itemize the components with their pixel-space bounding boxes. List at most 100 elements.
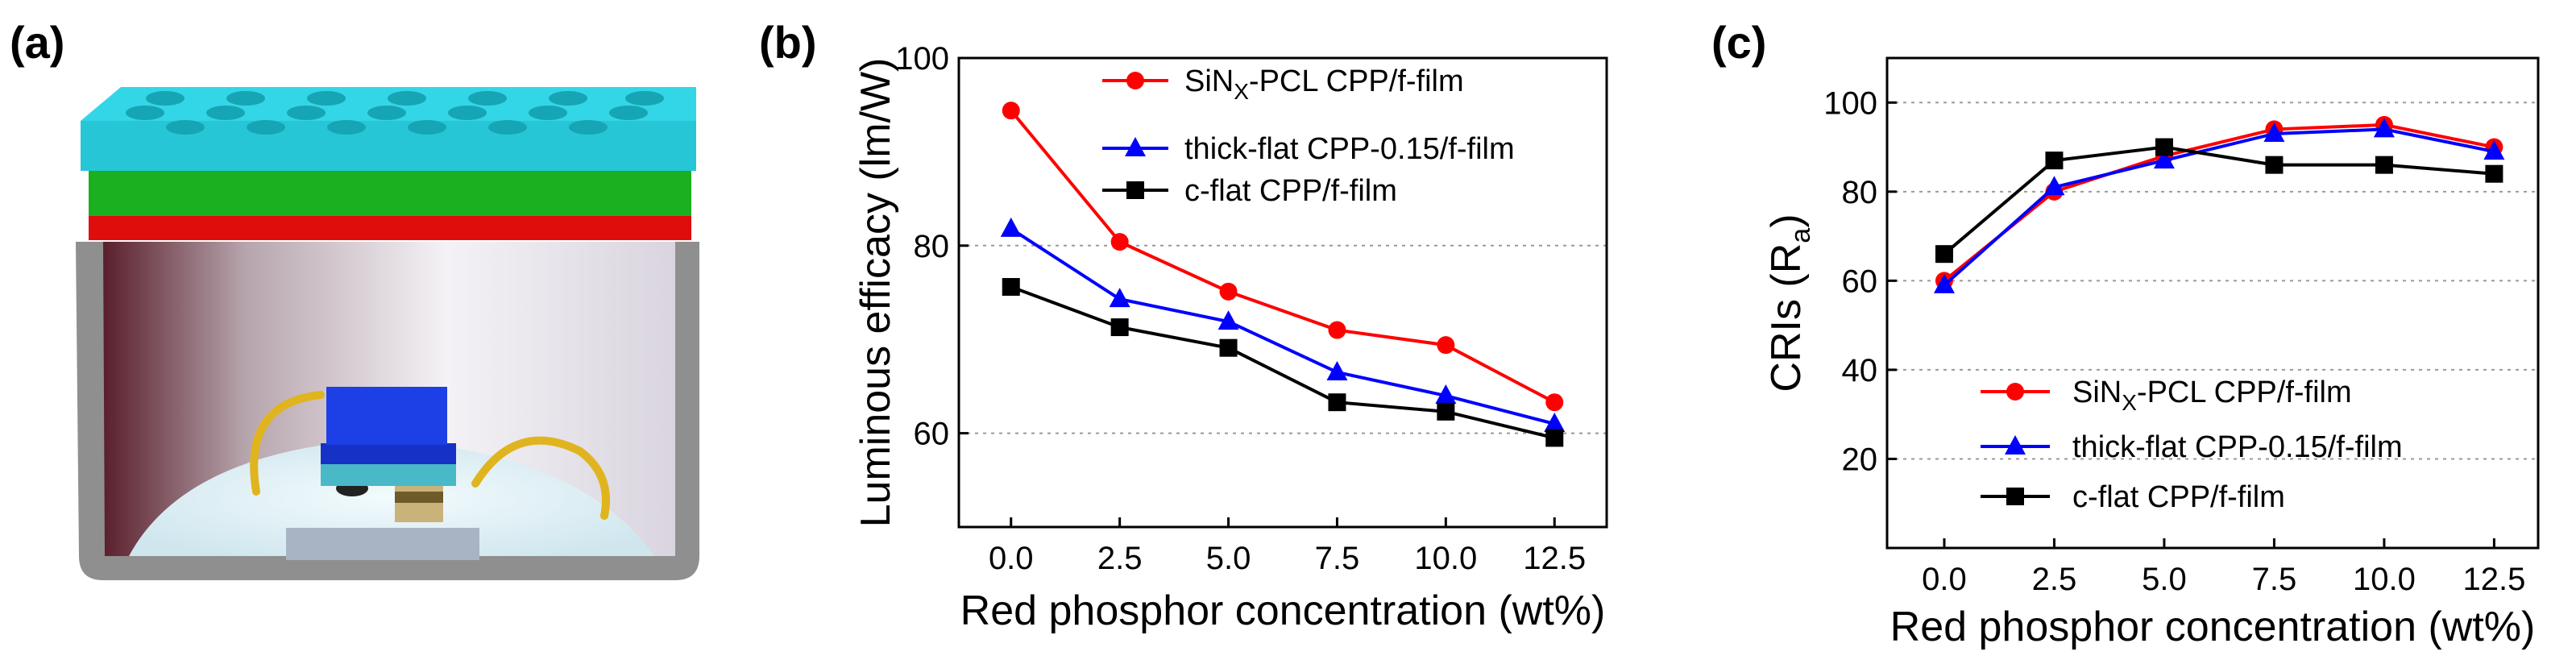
panel-b-data-point	[1109, 288, 1130, 308]
die-blue-side	[321, 443, 456, 464]
bond-wire-right	[471, 436, 610, 520]
panel-b-legend-marker	[1126, 72, 1144, 89]
panel-c-x-axis-title: Red phosphor concentration (wt%)	[1890, 604, 2536, 650]
panel-b-data-point	[1217, 310, 1239, 330]
panel-b-x-tick-label: 7.5	[1315, 541, 1360, 576]
panel-c-y-axis-title-main: CRIs (R	[1763, 243, 1810, 392]
panel-c-legend-label: SiNX-PCL CPP/f-film	[2072, 376, 2352, 415]
panel-c-legend-marker	[2005, 435, 2026, 455]
blue-die	[326, 387, 447, 445]
panel-b-data-point	[1219, 338, 1238, 357]
housing-floor	[129, 439, 654, 556]
panel-b-legend-marker	[1126, 181, 1144, 199]
panel-b-data-point	[1328, 321, 1346, 339]
panel-b-data-point	[1544, 412, 1566, 432]
panel-b-axes: 60 80 100 0.0 2.5 5.0 7.5 10.0 12.5	[895, 41, 1586, 576]
panel-c-data-point	[2375, 156, 2393, 174]
device-illustration	[76, 87, 699, 580]
panel-c-gridlines	[1887, 102, 2538, 460]
panel-c-data-point	[2043, 176, 2065, 196]
panel-b-series-line-1	[1010, 227, 1555, 425]
panel-b-data-point	[1328, 393, 1346, 412]
panel-b-data-point	[1110, 318, 1129, 337]
panel-a-label: (a)	[10, 17, 64, 68]
panel-b-y-tick-label: 80	[914, 229, 950, 264]
panel-c-series-line-2	[1943, 145, 2495, 255]
panel-c-y-tick-label: 80	[1842, 175, 1878, 210]
panel-b-legend-label: thick-flat CPP-0.15/f-film	[1184, 132, 1515, 166]
panel-b-data-point	[1326, 360, 1348, 380]
panel-b-x-tick-label: 12.5	[1523, 541, 1586, 576]
panel-b-data-point	[1110, 233, 1129, 251]
panel-c-y-tick-label: 20	[1842, 442, 1878, 477]
panel-b: (b) 60 80 100 0.0 2.5 5.0 7.5 10.0 12.5 Red phos…	[759, 17, 1608, 634]
panel-c-data-point	[2263, 122, 2285, 142]
panel-c-series	[1933, 115, 2505, 293]
panel-c-y-tick-label: 100	[1823, 85, 1877, 121]
red-layer	[89, 214, 691, 240]
panel-b-x-tick-label: 5.0	[1206, 541, 1251, 576]
panel-b-data-point	[1002, 102, 1020, 120]
panel-b-x-axis-title: Red phosphor concentration (wt%)	[960, 587, 1606, 634]
panel-c-legend-label: thick-flat CPP-0.15/f-film	[2072, 430, 2403, 464]
panel-c-data-point	[2485, 164, 2503, 183]
substrate-plate	[286, 528, 479, 560]
panel-b-series-line-0	[1010, 109, 1556, 404]
panel-b-legend: SiNX-PCL CPP/f-film thick-flat CPP-0.15/f…	[1102, 64, 1515, 208]
panel-c-y-tick-label: 60	[1842, 264, 1878, 299]
panel-b-data-point	[1437, 336, 1455, 355]
panel-c-x-tick-label: 12.5	[2462, 562, 2525, 597]
panel-c-axes: 20 40 60 80 100 0.0 2.5 5.0 7.5 10.0 12.5	[1823, 85, 2525, 597]
panel-c-x-tick-label: 2.5	[2032, 562, 2077, 597]
panel-c-plot-frame	[1885, 56, 2540, 550]
panel-b-x-tick-label: 0.0	[989, 541, 1034, 576]
panel-c-series-line-1	[1943, 127, 2495, 287]
panel-b-data-point	[1002, 278, 1020, 297]
panel-b-y-tick-label: 100	[895, 41, 949, 77]
panel-b-x-tick-label: 10.0	[1414, 541, 1477, 576]
panel-b-data-point	[1435, 384, 1457, 405]
panel-c-data-point	[2265, 156, 2284, 174]
panel-c-y-axis-title-end: )	[1763, 214, 1810, 227]
bond-wire-left	[250, 391, 325, 496]
panel-b-series-line-2	[1010, 285, 1555, 440]
panel-b-data-point	[1545, 393, 1564, 412]
panel-c-data-point	[1935, 245, 1953, 264]
panel-c-data-point	[2483, 140, 2505, 160]
panel-c-data-point	[2373, 118, 2395, 138]
panel-b-legend-label: c-flat CPP/f-film	[1184, 174, 1397, 208]
panel-c-x-tick-label: 0.0	[1922, 562, 1967, 597]
panel-b-label: (b)	[759, 17, 817, 68]
panel-c-legend-marker	[2006, 383, 2024, 401]
panel-c-y-tick-label: 40	[1842, 353, 1878, 388]
panel-c-legend-marker	[2006, 488, 2024, 505]
green-layer	[89, 171, 691, 216]
panel-b-legend-marker	[1125, 137, 1146, 156]
panel-c-data-point	[2045, 152, 2064, 170]
panel-b-x-tick-label: 2.5	[1097, 541, 1143, 576]
panel-c-x-tick-label: 5.0	[2142, 562, 2187, 597]
panel-c-series-line-0	[1943, 122, 2495, 282]
panel-c-x-tick-label: 10.0	[2353, 562, 2416, 597]
panel-b-y-tick-label: 60	[914, 417, 950, 452]
panel-c-y-axis-title: CRIs (Ra)	[1763, 214, 1816, 392]
film-holes	[126, 91, 664, 135]
panel-b-data-point	[1437, 402, 1455, 421]
chip-bar	[395, 492, 443, 503]
panel-b-data-point	[1000, 217, 1022, 237]
panel-c-label: (c)	[1711, 17, 1766, 68]
panel-c-legend-label: c-flat CPP/f-film	[2072, 480, 2285, 514]
panel-b-data-point	[1545, 429, 1564, 447]
panel-b-gridlines	[959, 244, 1607, 434]
panel-c-data-point	[2153, 149, 2175, 169]
panel-a: (a)	[10, 17, 699, 580]
panel-b-data-point	[1219, 282, 1238, 301]
die-cyan-layer	[321, 463, 456, 486]
panel-c-data-point	[2155, 138, 2173, 156]
panel-c-x-tick-label: 7.5	[2252, 562, 2297, 597]
panel-c: (c) 20 40 60 80 100 0.0 2.5 5.0 7.5 10.0 12.5 Red …	[1711, 17, 2540, 650]
panel-c-y-axis-title-sub: a	[1786, 228, 1816, 243]
panel-c-legend: SiNX-PCL CPP/f-film thick-flat CPP-0.15/f…	[1981, 376, 2403, 514]
panel-b-series	[1000, 102, 1566, 447]
